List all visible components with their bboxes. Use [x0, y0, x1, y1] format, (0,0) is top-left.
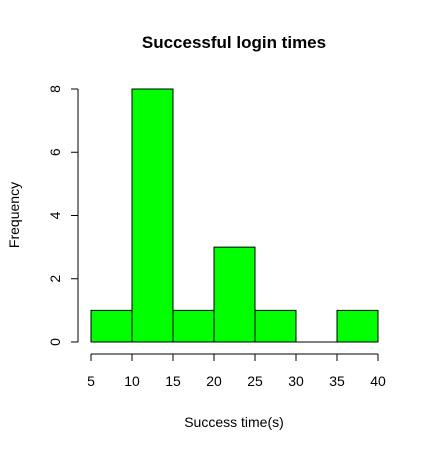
histogram-bar: [213, 246, 256, 343]
chart-title: Successful login times: [142, 33, 326, 52]
x-tick-label: 25: [247, 373, 263, 389]
x-tick-label: 10: [124, 373, 140, 389]
x-tick-label: 35: [329, 373, 345, 389]
histogram-bar: [336, 309, 379, 343]
x-tick-label: 15: [165, 373, 181, 389]
y-tick-label: 2: [47, 275, 63, 283]
x-tick-label: 30: [288, 373, 304, 389]
histogram-bar: [172, 309, 215, 343]
x-tick-label: 40: [370, 373, 386, 389]
y-tick-label: 0: [47, 338, 63, 346]
y-axis: 0 2 4 6 8: [47, 85, 79, 346]
histogram-bar: [90, 309, 133, 343]
histogram-bar: [254, 309, 297, 343]
x-axis: 5 10 15 20 25 30 35 40: [87, 353, 386, 389]
y-axis-label: Frequency: [6, 182, 22, 248]
y-tick-label: 8: [47, 85, 63, 93]
x-axis-label: Success time(s): [184, 414, 284, 430]
x-tick-label: 5: [87, 373, 95, 389]
y-tick-label: 6: [47, 148, 63, 156]
y-tick-label: 4: [47, 211, 63, 219]
histogram-bar: [131, 88, 174, 343]
bars-group: [90, 88, 379, 343]
x-tick-label: 20: [206, 373, 222, 389]
